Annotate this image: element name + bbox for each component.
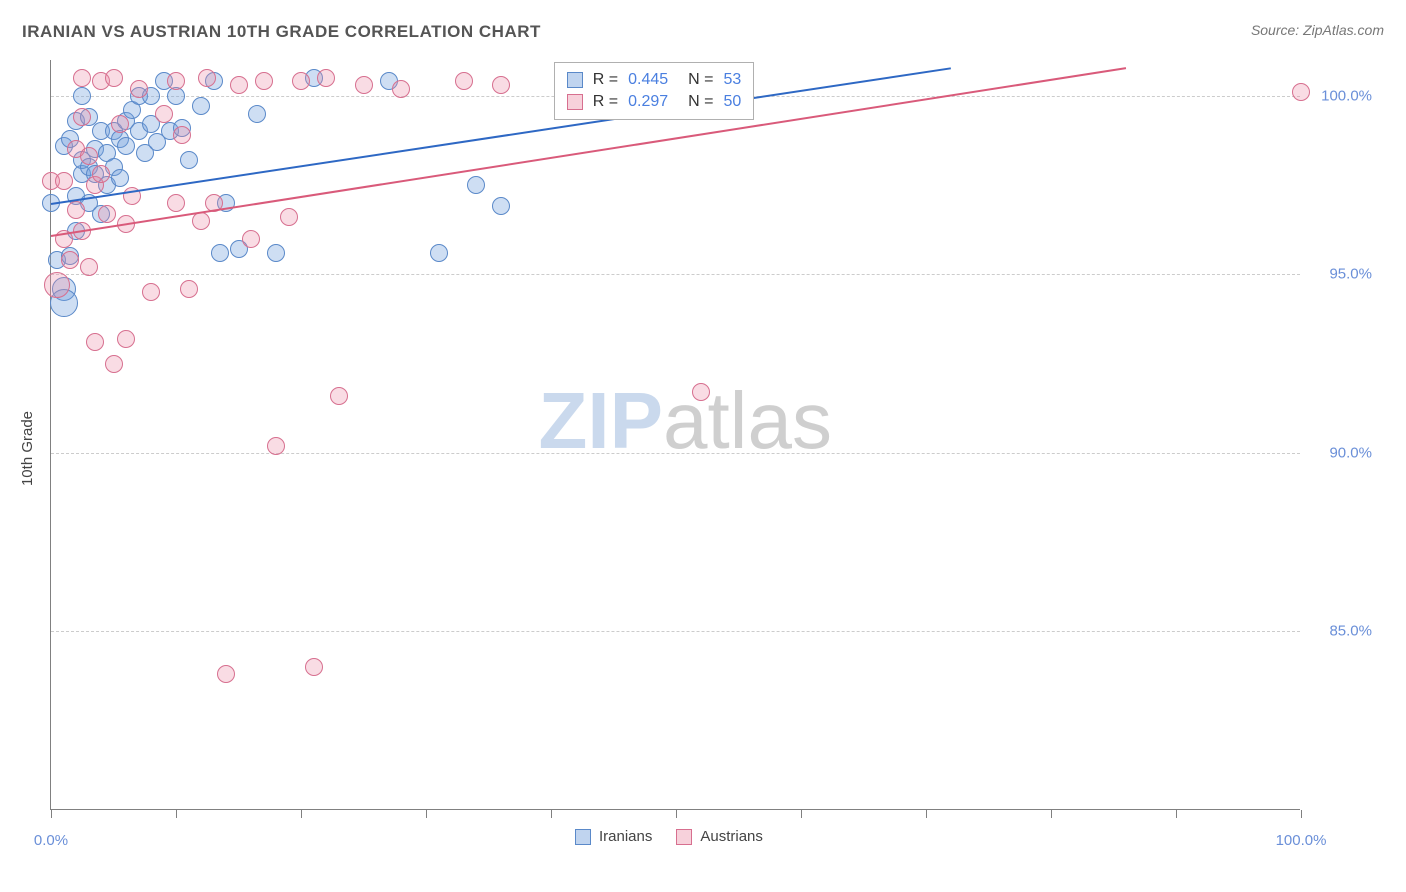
data-point — [86, 333, 104, 351]
data-point — [98, 205, 116, 223]
scatter-plot: 85.0%90.0%95.0%100.0%0.0%100.0%ZIPatlas — [50, 60, 1300, 810]
data-point — [248, 105, 266, 123]
stat-r-value: 0.297 — [628, 93, 668, 111]
data-point — [73, 69, 91, 87]
data-point — [198, 69, 216, 87]
x-tick-mark — [426, 810, 427, 818]
x-tick-mark — [926, 810, 927, 818]
x-tick-mark — [176, 810, 177, 818]
data-point — [130, 80, 148, 98]
x-tick-label: 0.0% — [34, 832, 68, 849]
stat-r-value: 0.445 — [628, 71, 668, 89]
x-tick-label: 100.0% — [1276, 832, 1327, 849]
data-point — [292, 72, 310, 90]
stats-swatch — [567, 94, 583, 110]
legend-label: Austrians — [700, 828, 763, 845]
data-point — [267, 244, 285, 262]
data-point — [73, 87, 91, 105]
x-tick-mark — [676, 810, 677, 818]
stats-swatch — [567, 72, 583, 88]
stat-n-label: N = — [688, 71, 713, 89]
data-point — [117, 137, 135, 155]
data-point — [67, 201, 85, 219]
x-tick-mark — [1051, 810, 1052, 818]
legend: Iranians Austrians — [575, 828, 763, 845]
x-tick-mark — [801, 810, 802, 818]
stat-r-label: R = — [593, 71, 618, 89]
data-point — [155, 105, 173, 123]
data-point — [105, 69, 123, 87]
y-axis-label: 10th Grade — [19, 411, 36, 486]
data-point — [92, 165, 110, 183]
legend-item: Iranians — [575, 828, 652, 845]
data-point — [73, 108, 91, 126]
data-point — [317, 69, 335, 87]
stat-n-label: N = — [688, 93, 713, 111]
data-point — [111, 115, 129, 133]
legend-item: Austrians — [676, 828, 763, 845]
data-point — [192, 97, 210, 115]
x-tick-mark — [51, 810, 52, 818]
stat-n-value: 53 — [723, 71, 741, 89]
y-tick-label: 85.0% — [1329, 623, 1372, 640]
data-point — [255, 72, 273, 90]
y-tick-label: 100.0% — [1321, 87, 1372, 104]
data-point — [692, 383, 710, 401]
data-point — [80, 258, 98, 276]
data-point — [330, 387, 348, 405]
legend-swatch — [676, 829, 692, 845]
y-tick-label: 95.0% — [1329, 266, 1372, 283]
data-point — [211, 244, 229, 262]
y-tick-label: 90.0% — [1329, 444, 1372, 461]
chart-title: IRANIAN VS AUSTRIAN 10TH GRADE CORRELATI… — [22, 22, 541, 42]
stat-n-value: 50 — [723, 93, 741, 111]
data-point — [44, 272, 70, 298]
data-point — [355, 76, 373, 94]
x-tick-mark — [301, 810, 302, 818]
data-point — [180, 280, 198, 298]
data-point — [61, 251, 79, 269]
data-point — [280, 208, 298, 226]
legend-label: Iranians — [599, 828, 652, 845]
data-point — [230, 76, 248, 94]
data-point — [111, 169, 129, 187]
data-point — [267, 437, 285, 455]
gridline — [51, 631, 1300, 632]
stats-row: R = 0.297 N = 50 — [567, 91, 742, 113]
data-point — [1292, 83, 1310, 101]
data-point — [430, 244, 448, 262]
source-label: Source: ZipAtlas.com — [1251, 22, 1384, 38]
data-point — [167, 194, 185, 212]
stats-row: R = 0.445 N = 53 — [567, 69, 742, 91]
data-point — [492, 197, 510, 215]
data-point — [117, 330, 135, 348]
data-point — [455, 72, 473, 90]
data-point — [173, 126, 191, 144]
data-point — [167, 72, 185, 90]
data-point — [217, 665, 235, 683]
x-tick-mark — [551, 810, 552, 818]
gridline — [51, 453, 1300, 454]
data-point — [492, 76, 510, 94]
legend-swatch — [575, 829, 591, 845]
data-point — [242, 230, 260, 248]
gridline — [51, 274, 1300, 275]
data-point — [142, 283, 160, 301]
stats-box: R = 0.445 N = 53 R = 0.297 N = 50 — [554, 62, 755, 120]
data-point — [180, 151, 198, 169]
data-point — [55, 172, 73, 190]
x-tick-mark — [1301, 810, 1302, 818]
data-point — [467, 176, 485, 194]
stat-r-label: R = — [593, 93, 618, 111]
data-point — [105, 355, 123, 373]
x-tick-mark — [1176, 810, 1177, 818]
data-point — [80, 147, 98, 165]
data-point — [305, 658, 323, 676]
data-point — [392, 80, 410, 98]
